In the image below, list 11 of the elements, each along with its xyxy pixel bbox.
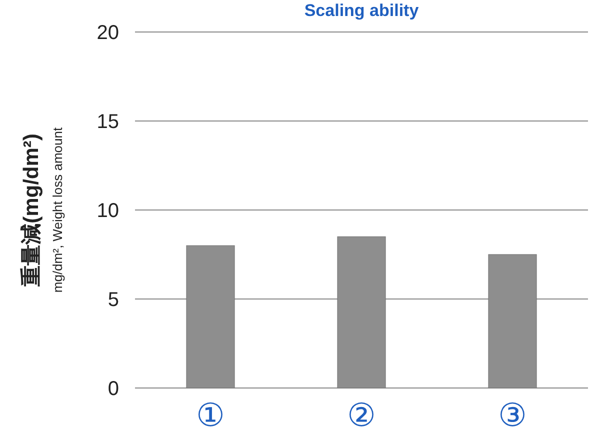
y-tick-label: 10	[96, 200, 119, 222]
y-tick-label: 15	[96, 111, 119, 133]
y-tick-label: 20	[96, 22, 119, 44]
chart-title: Scaling ability	[304, 1, 420, 20]
x-tick-label: ①	[196, 396, 225, 432]
y-axis-title: 重量減(mg/dm²)	[20, 134, 43, 288]
y-tick-label: 0	[108, 378, 119, 400]
y-tick-label: 5	[108, 289, 119, 311]
text: mg/dm², Weight loss amount	[50, 127, 65, 293]
x-tick-label: ③	[498, 396, 527, 432]
x-tick-label: ②	[347, 396, 376, 432]
